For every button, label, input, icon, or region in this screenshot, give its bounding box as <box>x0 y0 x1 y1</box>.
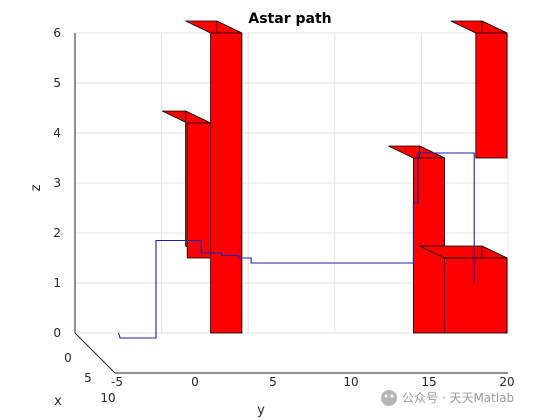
y-tick-label: -5 <box>111 375 123 389</box>
obstacle-block <box>450 20 508 159</box>
z-tick-labels: 0 1 2 3 4 5 6 <box>53 26 61 340</box>
x-axis-label: x <box>54 394 62 409</box>
z-tick-label: 5 <box>53 76 61 90</box>
x-tick-label: 10 <box>100 391 115 405</box>
obstacle-front-face <box>475 32 508 159</box>
z-tick-label: 2 <box>53 226 61 240</box>
obstacle-block <box>185 20 243 334</box>
y-tick-label: 20 <box>499 375 514 389</box>
y-tick-label: 0 <box>191 375 199 389</box>
obstacle-blocks <box>162 20 508 334</box>
z-tick-label: 1 <box>53 276 61 290</box>
obstacle-block <box>419 245 508 334</box>
y-tick-label: 5 <box>269 375 277 389</box>
wechat-icon <box>381 390 397 406</box>
z-axis-label: z <box>29 184 44 191</box>
obstacle-front-face <box>210 32 243 334</box>
obstacle-front-face <box>444 257 508 334</box>
z-tick-label: 4 <box>53 126 61 140</box>
obstacle-block <box>162 110 212 259</box>
axes-box <box>74 33 508 374</box>
y-tick-label: 15 <box>421 375 436 389</box>
y-axis-label: y <box>257 403 265 418</box>
x-axis-line <box>74 332 116 374</box>
x-tick-label: 0 <box>64 351 72 365</box>
y-tick-label: 10 <box>343 375 358 389</box>
x-tick-label: 5 <box>84 371 92 385</box>
obstacle-front-face <box>186 122 211 259</box>
watermark-text: 公众号 · 天天Matlab <box>402 391 514 405</box>
z-tick-label: 3 <box>53 176 61 190</box>
x-tick-labels: 05 10 <box>64 351 115 405</box>
z-tick-label: 6 <box>53 26 61 40</box>
watermark: 公众号 · 天天Matlab <box>381 390 514 406</box>
chart-title: Astar path <box>248 11 331 27</box>
z-tick-label: 0 <box>53 326 61 340</box>
astar-path-line <box>118 152 475 339</box>
y-tick-labels: -5 0 5 10 15 20 <box>111 375 515 389</box>
